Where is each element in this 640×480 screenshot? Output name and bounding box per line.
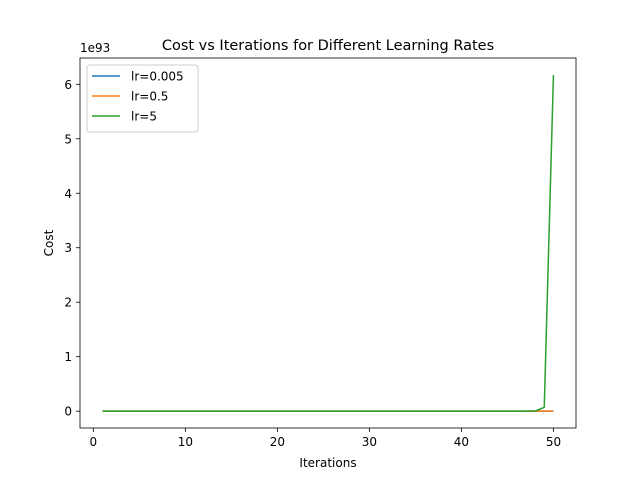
series-layer (102, 75, 555, 412)
legend-label-2: lr=5 (131, 110, 157, 124)
x-tick-label: 40 (454, 435, 469, 449)
axes-frame (79, 57, 577, 429)
y-tick-label: 6 (64, 78, 72, 92)
legend: lr=0.005 lr=0.5 lr=5 (86, 64, 199, 133)
y-tick-label: 5 (64, 132, 72, 146)
x-axis-ticks: 0 10 20 30 40 50 (90, 428, 561, 449)
x-tick-label: 10 (178, 435, 193, 449)
x-tick-label: 30 (362, 435, 377, 449)
series-line-2 (102, 75, 555, 412)
x-tick-label: 0 (90, 435, 98, 449)
y-tick-label: 3 (64, 241, 72, 255)
y-axis-label: Cost (42, 229, 56, 256)
legend-label-1: lr=0.5 (131, 90, 168, 104)
x-axis-label: Iterations (299, 456, 356, 470)
x-tick-label: 50 (546, 435, 561, 449)
y-tick-label: 1 (64, 350, 72, 364)
x-tick-label: 20 (270, 435, 285, 449)
chart-title: Cost vs Iterations for Different Learnin… (162, 38, 494, 54)
y-tick-label: 4 (64, 187, 72, 201)
y-axis-scale-label: 1e93 (80, 41, 110, 55)
y-tick-label: 0 (64, 405, 72, 419)
y-axis-ticks: 0 1 2 3 4 5 6 (64, 78, 80, 419)
legend-label-0: lr=0.005 (131, 70, 184, 84)
y-tick-label: 2 (64, 296, 72, 310)
